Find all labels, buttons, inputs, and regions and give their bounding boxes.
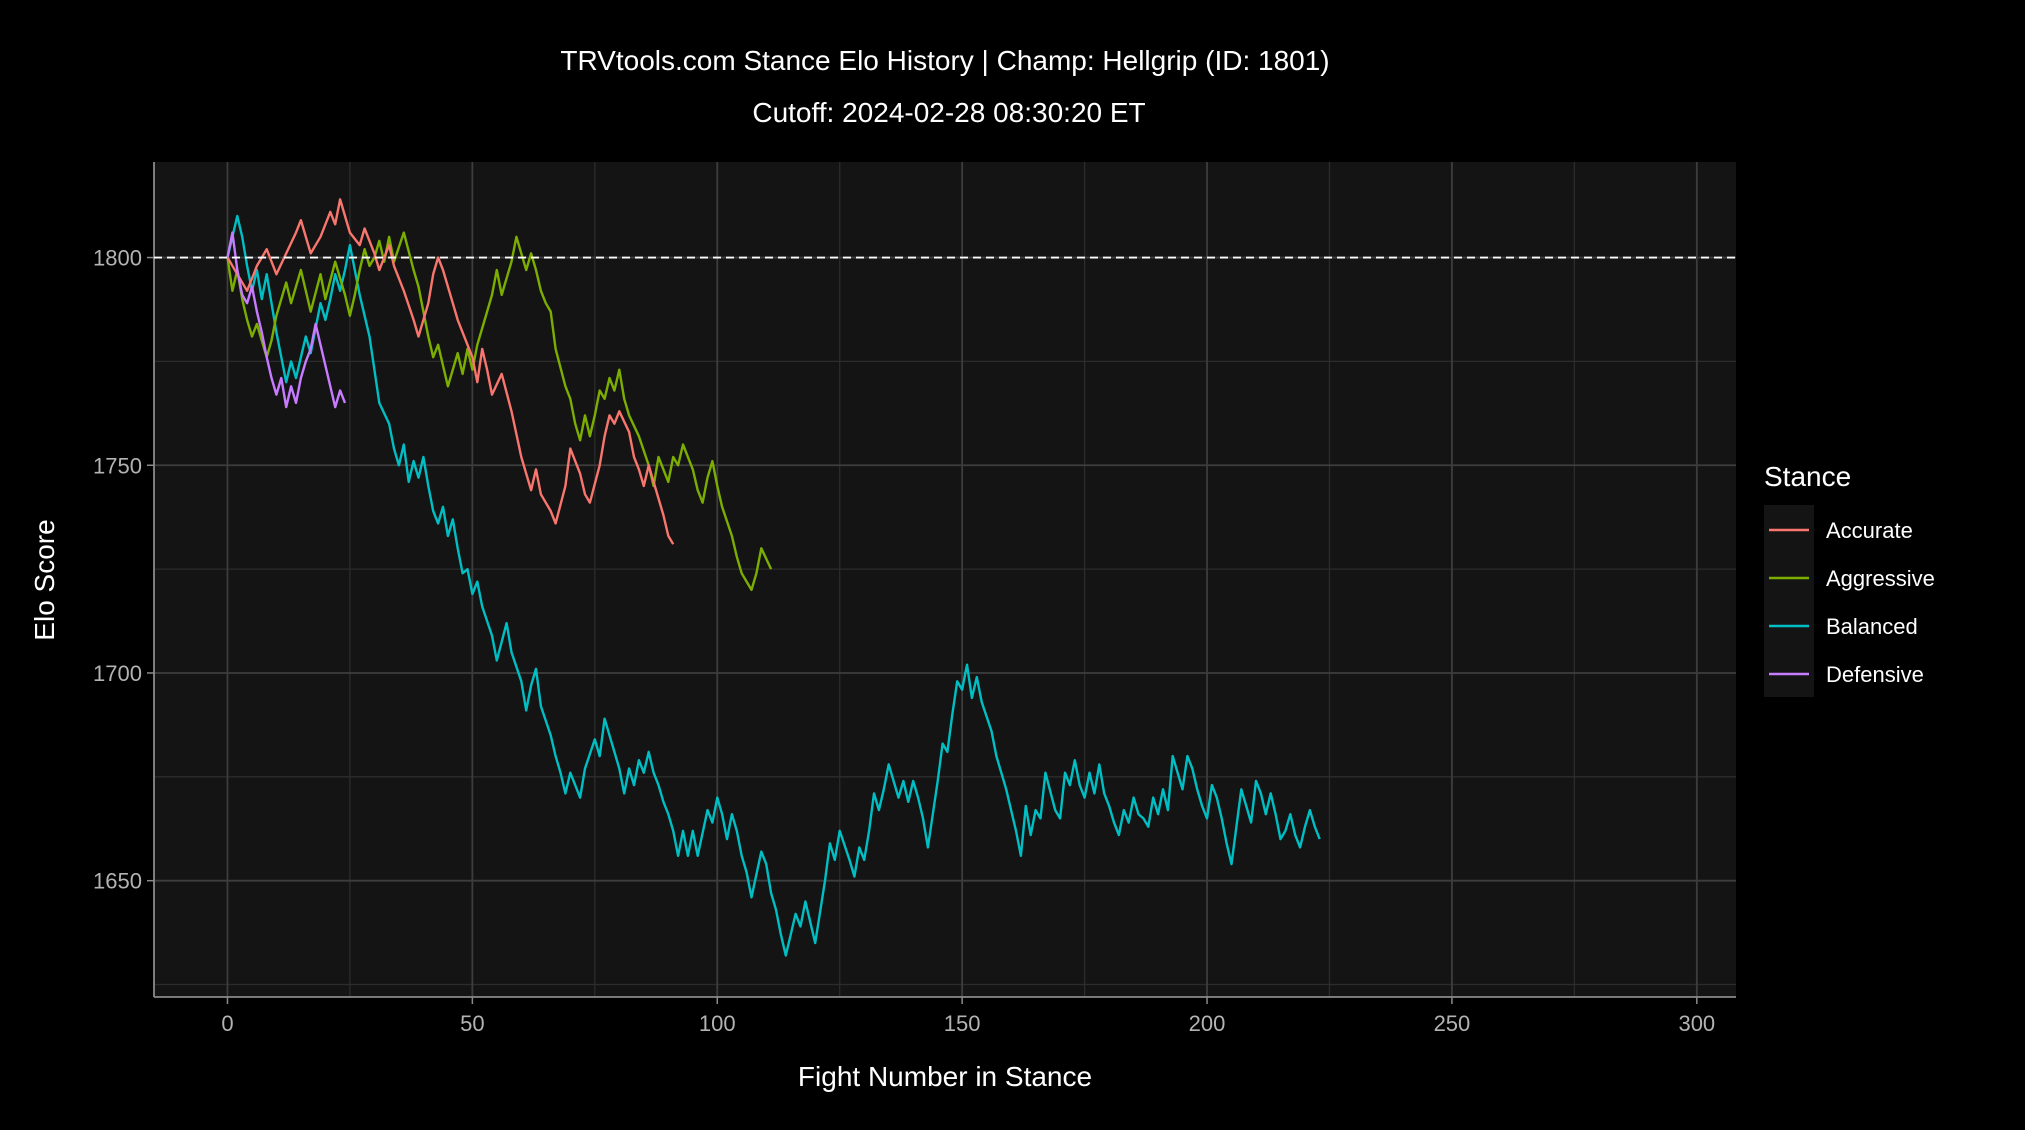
series-line-defensive <box>226 231 347 409</box>
y-axis-label: Elo Score <box>29 519 60 640</box>
legend-label-balanced: Balanced <box>1826 614 1918 639</box>
series-line-accurate <box>226 198 675 545</box>
grid <box>154 162 1736 997</box>
x-tick-label: 200 <box>1189 1011 1226 1036</box>
series-line-balanced <box>226 214 1321 957</box>
legend-key-background <box>1764 505 1814 697</box>
legend-title: Stance <box>1764 461 1851 492</box>
chart-subtitle: Cutoff: 2024-02-28 08:30:20 ET <box>752 97 1145 128</box>
x-tick-label: 150 <box>944 1011 981 1036</box>
x-tick-label: 0 <box>221 1011 233 1036</box>
chart-title: TRVtools.com Stance Elo History | Champ:… <box>560 45 1329 76</box>
legend: Stance Accurate Aggressive Balanced Defensi… <box>1764 461 1935 697</box>
plot-panel <box>154 162 1736 997</box>
series-line-aggressive <box>226 231 773 592</box>
y-tick-label: 1650 <box>93 869 142 894</box>
legend-label-aggressive: Aggressive <box>1826 566 1935 591</box>
x-axis-label: Fight Number in Stance <box>798 1061 1092 1092</box>
axes: 0 50 100 150 200 250 300 1650 1700 1750 1800 <box>93 162 1736 1036</box>
x-tick-label: 100 <box>699 1011 736 1036</box>
y-tick-label: 1800 <box>93 246 142 271</box>
x-tick-label: 50 <box>460 1011 484 1036</box>
y-tick-label: 1700 <box>93 661 142 686</box>
x-tick-label: 250 <box>1434 1011 1471 1036</box>
legend-label-defensive: Defensive <box>1826 662 1924 687</box>
y-tick-label: 1750 <box>93 453 142 478</box>
x-tick-label: 300 <box>1678 1011 1715 1036</box>
series-lines <box>154 198 1736 957</box>
legend-label-accurate: Accurate <box>1826 518 1913 543</box>
